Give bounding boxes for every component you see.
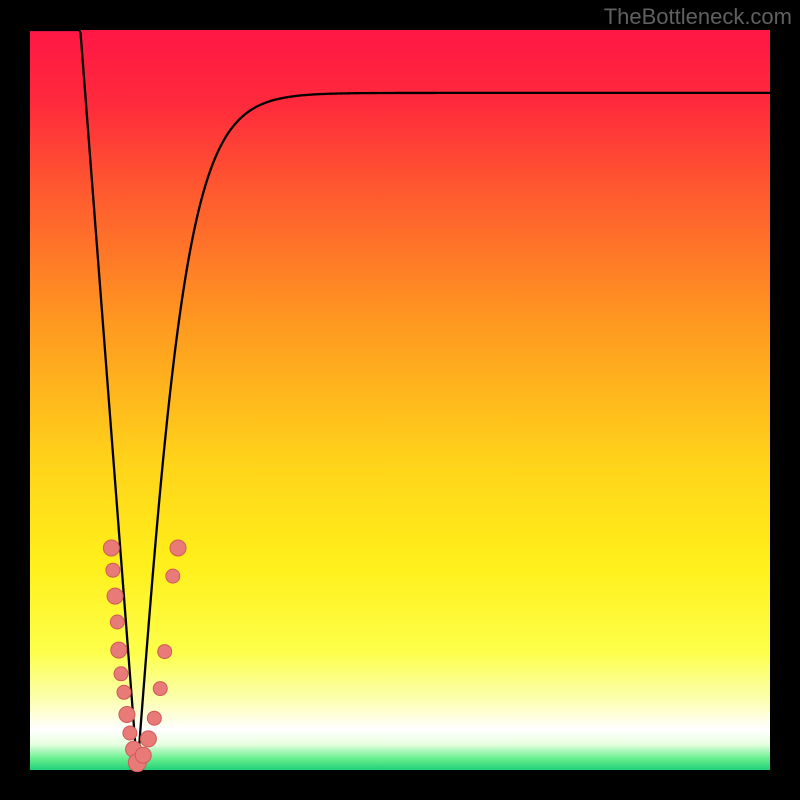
watermark-text: TheBottleneck.com [604,4,792,30]
data-point [111,642,127,658]
chart-stage: TheBottleneck.com [0,0,800,800]
data-point [166,569,180,583]
data-point [107,588,123,604]
data-point [147,711,161,725]
data-point [170,540,186,556]
data-point [114,667,128,681]
data-point [117,685,131,699]
plot-background [30,30,770,770]
data-point [123,726,137,740]
data-point [158,645,172,659]
data-point [110,615,124,629]
data-point [140,731,156,747]
bottleneck-chart [0,0,800,800]
data-point [119,707,135,723]
data-point [153,682,167,696]
data-point [103,540,119,556]
data-point [135,747,151,763]
data-point [106,563,120,577]
